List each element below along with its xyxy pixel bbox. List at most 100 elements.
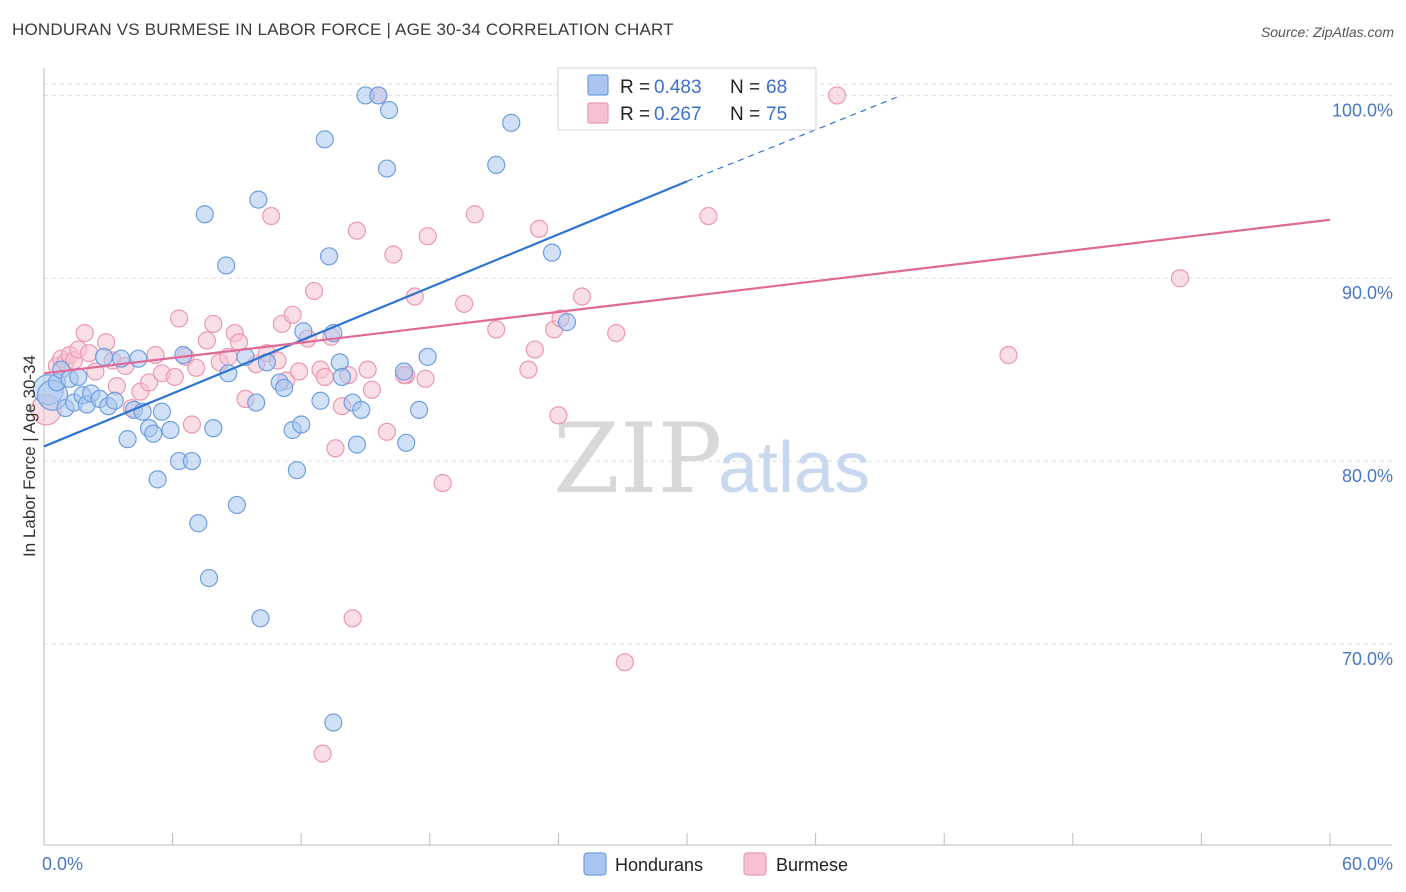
hondurans-point: [189, 514, 208, 533]
legend-n-label: N =: [730, 104, 760, 125]
hondurans-point: [379, 100, 399, 120]
burmese-point: [358, 360, 377, 379]
burmese-point: [169, 309, 189, 328]
hondurans-point: [315, 130, 334, 149]
burmese-point: [418, 227, 437, 246]
legend-r-label: R =: [620, 104, 650, 125]
burmese-point: [283, 305, 302, 324]
burmese-point: [362, 380, 382, 399]
hondurans-point: [227, 495, 246, 515]
hondurans-point: [352, 400, 371, 419]
burmese-point: [326, 439, 345, 458]
burmese-point: [530, 219, 549, 238]
burmese-point: [999, 345, 1018, 365]
burmese-point: [607, 323, 626, 343]
legend-r-value: 0.483: [654, 77, 702, 98]
watermark-atlas: atlas: [718, 428, 870, 508]
bottom-legend-swatch-burmese: [743, 852, 767, 876]
hondurans-point: [542, 243, 562, 262]
hondurans-point: [311, 391, 330, 410]
legend-r-value: 0.267: [654, 104, 702, 125]
hondurans-point: [129, 349, 148, 368]
burmese-point: [313, 744, 332, 763]
hondurans-trend-line: [43, 180, 688, 448]
burmese-point: [465, 205, 484, 224]
burmese-point: [454, 294, 474, 313]
burmese-point: [304, 281, 324, 301]
burmese-point: [549, 406, 568, 425]
hondurans-point: [409, 400, 429, 419]
source-label: Source: ZipAtlas.com: [1260, 24, 1394, 40]
burmese-point: [347, 221, 367, 240]
hondurans-point: [94, 347, 114, 366]
hondurans-point: [332, 367, 352, 387]
burmese-point: [1170, 269, 1190, 288]
hondurans-point: [251, 609, 270, 628]
bottom-legend-swatch-hondurans: [583, 852, 607, 876]
hondurans-point: [105, 391, 124, 410]
hondurans-point: [182, 451, 201, 471]
hondurans-point: [148, 470, 167, 489]
burmese-point: [487, 320, 506, 339]
legend-swatch-burmese: [587, 102, 609, 124]
hondurans-point: [217, 256, 236, 275]
burmese-point: [384, 245, 403, 264]
hondurans-point: [377, 159, 397, 178]
axes: [43, 68, 1392, 846]
hondurans-point: [292, 415, 311, 434]
hondurans-point: [204, 419, 223, 438]
burmese-point: [615, 653, 634, 672]
hondurans-point: [118, 430, 137, 449]
legend-swatch-hondurans: [587, 74, 609, 96]
burmese-point: [416, 369, 435, 388]
hondurans-point: [152, 402, 171, 421]
watermark-zip: ZIP: [553, 403, 722, 515]
burmese-trend-line: [43, 218, 1331, 375]
y-tick-label: 90.0%: [1342, 283, 1393, 303]
burmese-point: [79, 344, 99, 363]
burmese-point: [75, 323, 94, 343]
burmese-point: [289, 362, 309, 381]
hondurans-point: [557, 313, 577, 332]
burmese-point: [165, 367, 184, 387]
hondurans-points: [32, 86, 577, 732]
hondurans-point: [247, 393, 266, 412]
burmese-point: [139, 373, 159, 392]
hondurans-point: [418, 347, 437, 366]
burmese-point: [699, 206, 718, 226]
x-tick-labels: 0.0% 60.0%: [42, 854, 1393, 874]
hondurans-point: [502, 113, 521, 132]
chart-title: HONDURAN VS BURMESE IN LABOR FORCE | AGE…: [12, 20, 674, 39]
legend-n-value: 75: [766, 104, 787, 125]
hondurans-point: [161, 420, 180, 440]
y-tick-label: 80.0%: [1342, 466, 1393, 486]
y-tick-labels: 70.0% 80.0% 90.0% 100.0%: [1332, 100, 1393, 668]
legend-r-label: R =: [620, 77, 650, 98]
bottom-legend-burmese: Burmese: [776, 855, 848, 875]
hondurans-point: [487, 155, 506, 174]
hondurans-point: [324, 713, 343, 732]
watermark: ZIP atlas: [553, 403, 870, 515]
burmese-point: [262, 206, 281, 226]
trend-lines: [43, 94, 1331, 448]
burmese-point: [525, 340, 544, 359]
hondurans-point: [199, 568, 219, 588]
burmese-point: [519, 360, 538, 379]
bottom-legend-hondurans: Hondurans: [615, 855, 703, 875]
hondurans-point: [319, 247, 339, 266]
y-axis-label: In Labor Force | Age 30-34: [20, 355, 39, 557]
hondurans-point: [195, 205, 214, 224]
burmese-point: [204, 314, 223, 334]
legend-n-value: 68: [766, 77, 787, 98]
hondurans-point: [287, 461, 307, 480]
bottom-legend: Hondurans Burmese: [583, 852, 848, 876]
hondurans-point: [397, 433, 416, 452]
burmese-point: [572, 287, 592, 306]
hondurans-point: [394, 362, 414, 381]
hondurans-point: [347, 435, 367, 454]
hondurans-point: [369, 86, 388, 105]
burmese-point: [343, 609, 362, 628]
burmese-point: [197, 331, 216, 350]
x-tick-label: 0.0%: [42, 854, 83, 874]
